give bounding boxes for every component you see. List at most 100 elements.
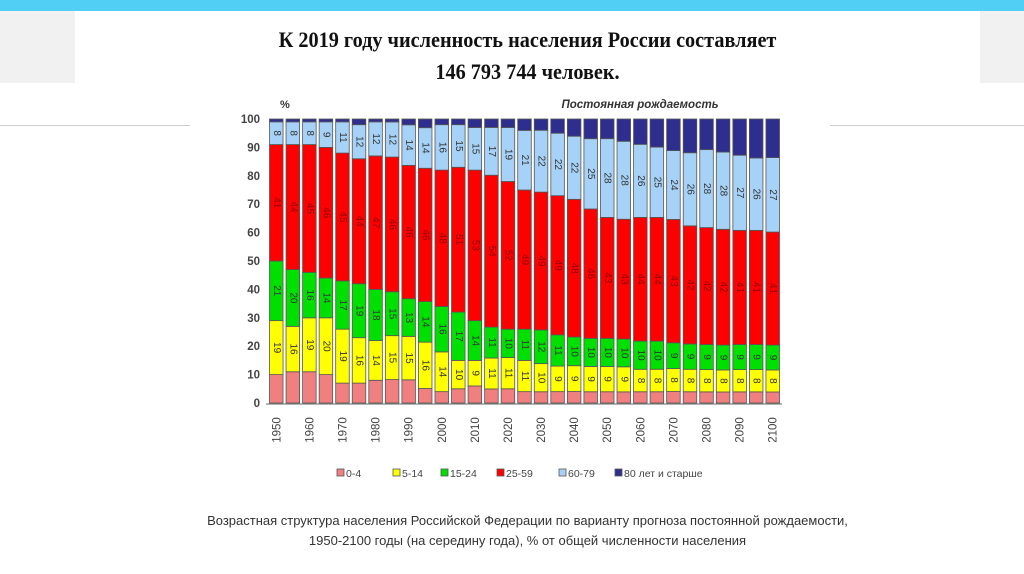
bar-segment-80-лет-и-старше: [368, 118, 383, 123]
bar-segment-0-4: [500, 388, 516, 404]
data-label: 42: [684, 279, 695, 291]
data-label: 44: [651, 274, 662, 286]
data-label: 42: [701, 280, 712, 292]
bar-segment-80-лет-и-старше: [285, 118, 300, 123]
data-label: 8: [635, 378, 646, 384]
data-label: 15: [387, 308, 398, 320]
data-label: 24: [668, 179, 679, 191]
data-label: 10: [635, 350, 646, 362]
data-label: 22: [536, 156, 547, 168]
data-label: 8: [651, 378, 662, 384]
data-label: 9: [585, 376, 596, 382]
data-label: 21: [519, 155, 530, 167]
bar-segment-0-4: [401, 379, 416, 404]
y-tick-label: 90: [247, 142, 260, 154]
data-label: 41: [271, 197, 282, 209]
data-label: 53: [469, 240, 480, 252]
legend-label: 15-24: [450, 468, 477, 480]
data-label: 20: [320, 341, 331, 353]
legend-label: 80 лет и старше: [624, 468, 703, 480]
bar-segment-80-лет-и-старше: [533, 118, 549, 131]
legend-swatch: [392, 468, 401, 477]
data-label: 12: [536, 341, 547, 353]
data-label: 14: [420, 316, 431, 328]
data-label: 28: [602, 172, 613, 184]
data-label: 48: [436, 233, 447, 245]
data-label: 9: [569, 376, 580, 382]
data-label: 15: [469, 143, 480, 155]
bar-segment-0-4: [583, 391, 598, 404]
title-line-2: 146 793 744 человек.: [435, 59, 620, 84]
data-label: 12: [354, 136, 365, 148]
y-tick-label: 0: [254, 398, 260, 410]
data-label: 27: [767, 189, 778, 201]
data-label: 28: [618, 175, 629, 187]
data-label: 46: [387, 219, 398, 231]
x-tick-label: 2080: [702, 417, 714, 443]
data-label: 9: [734, 354, 745, 360]
bar-segment-0-4: [484, 388, 499, 404]
y-tick-label: 50: [247, 256, 260, 268]
legend-swatch: [336, 468, 345, 477]
data-label: 11: [552, 345, 563, 356]
bar-segment-0-4: [550, 391, 565, 404]
data-label: 12: [370, 133, 381, 145]
chart-caption: Возрастная структура населения Российско…: [207, 513, 848, 548]
bar-segment-80-лет-и-старше: [649, 118, 665, 148]
data-label: 8: [684, 378, 695, 384]
data-label: 10: [618, 347, 629, 359]
data-label: 10: [602, 347, 613, 359]
data-label: 16: [420, 360, 431, 372]
data-label: 16: [354, 355, 365, 367]
data-label: 9: [618, 377, 629, 383]
data-label: 15: [387, 352, 398, 364]
data-label: 48: [569, 263, 580, 275]
divider-left: [0, 125, 190, 126]
bar-segment-0-4: [765, 391, 780, 404]
data-label: 17: [337, 299, 348, 311]
y-tick-label: 10: [247, 370, 260, 382]
y-tick-label: 70: [247, 199, 260, 211]
data-label: 15: [453, 140, 464, 152]
data-label: 47: [370, 217, 381, 229]
data-label: 11: [519, 371, 530, 382]
data-label: 10: [651, 350, 662, 362]
data-label: 25: [585, 168, 596, 180]
bar-segment-0-4: [451, 388, 466, 404]
data-label: 41: [734, 282, 745, 294]
bar-segment-80-лет-и-старше: [682, 118, 698, 154]
bar-segment-0-4: [517, 391, 532, 404]
data-label: 9: [684, 354, 695, 360]
data-label: 8: [668, 377, 679, 383]
data-label: 16: [436, 324, 447, 336]
data-label: 13: [403, 312, 414, 324]
bar-segment-0-4: [633, 391, 648, 404]
x-tick-label: 1980: [371, 417, 383, 443]
legend-swatch: [558, 468, 567, 477]
data-label: 14: [436, 366, 447, 378]
bar-segment-80-лет-и-старше: [451, 118, 466, 126]
legend-swatch: [440, 468, 449, 477]
x-tick-label: 1960: [304, 417, 316, 443]
y-tick-label: 40: [247, 284, 260, 296]
bar-segment-0-4: [368, 379, 383, 404]
data-label: 43: [602, 272, 613, 284]
data-label: 43: [618, 274, 629, 286]
bar-segment-80-лет-и-старше: [616, 118, 631, 142]
data-label: 8: [734, 378, 745, 384]
bar-segment-80-лет-и-старше: [583, 118, 598, 140]
data-label: 10: [536, 372, 547, 384]
bar-segment-80-лет-и-старше: [633, 118, 648, 145]
data-label: 14: [370, 355, 381, 367]
data-label: 46: [585, 268, 596, 280]
x-tick-label: 2070: [668, 417, 680, 443]
data-label: 19: [337, 351, 348, 363]
data-label: 14: [320, 292, 331, 304]
data-label: 25: [651, 177, 662, 189]
data-label: 46: [420, 229, 431, 241]
data-label: 9: [320, 132, 331, 138]
bar-segment-80-лет-и-старше: [269, 118, 284, 123]
data-label: 27: [734, 187, 745, 199]
data-label: 54: [486, 246, 497, 258]
bar-segment-0-4: [467, 385, 483, 404]
